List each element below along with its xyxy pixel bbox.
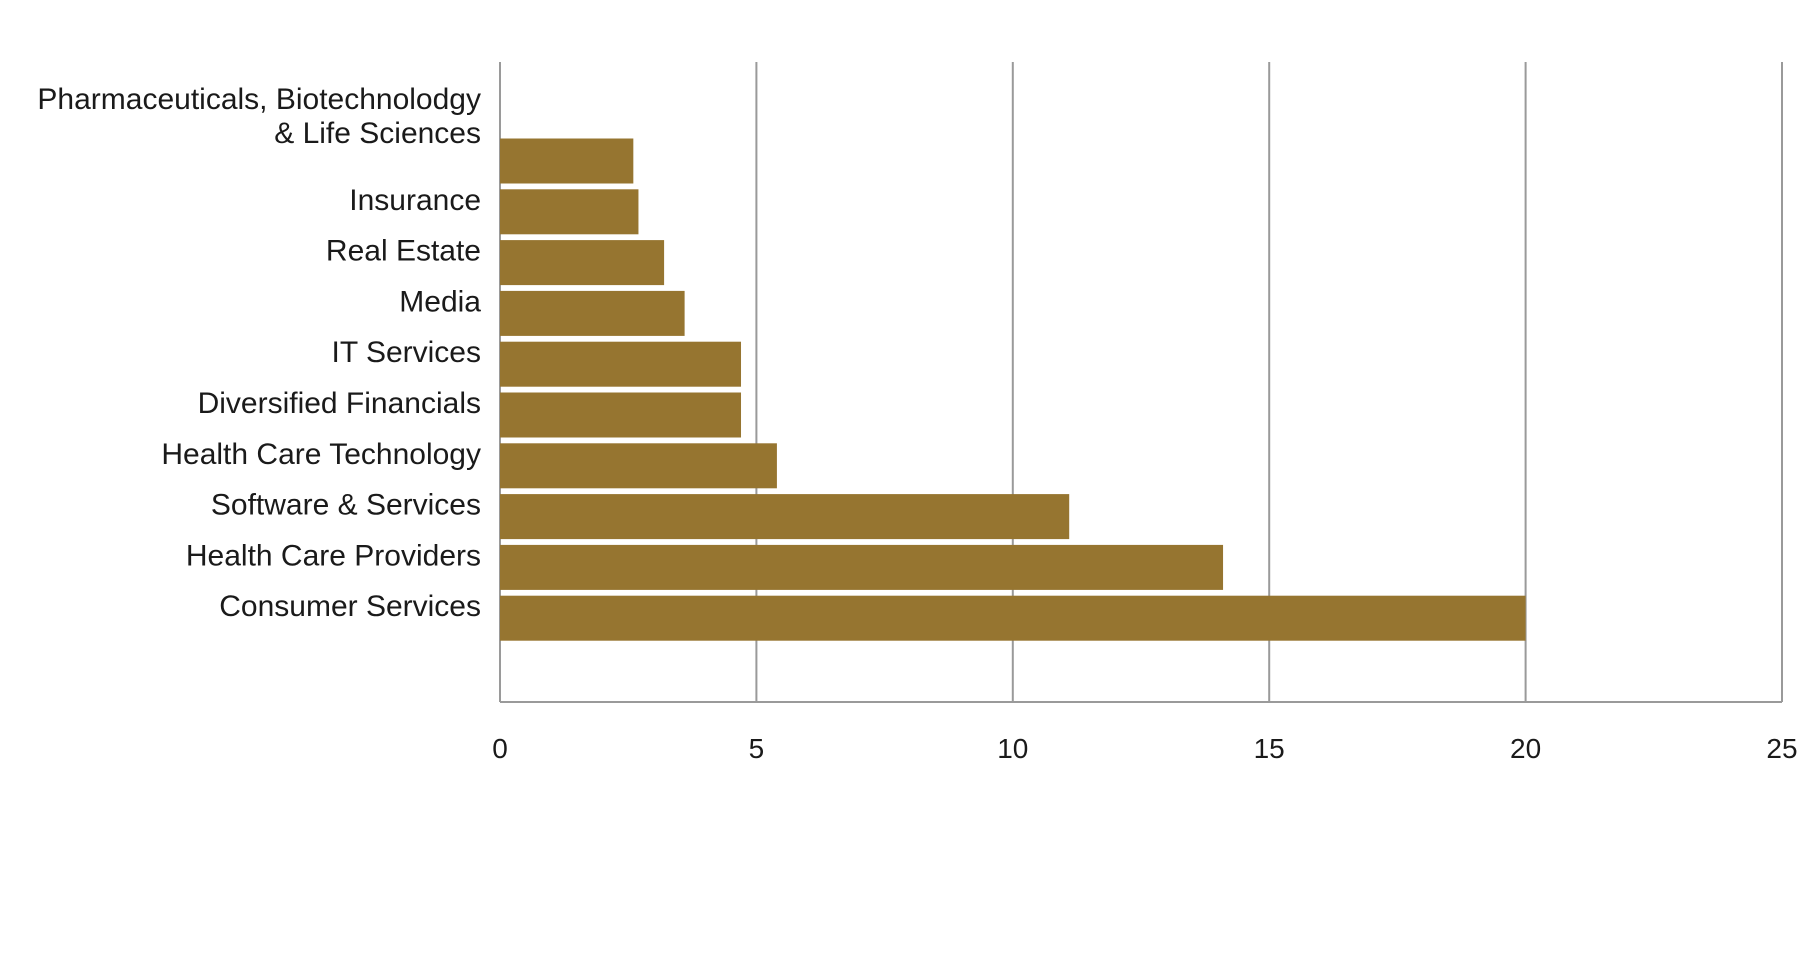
bar-0 bbox=[500, 138, 634, 184]
category-label-6: Health Care Technology bbox=[161, 438, 481, 471]
x-tick-label-0: 0 bbox=[492, 733, 508, 764]
category-label-5: Diversified Financials bbox=[198, 387, 481, 420]
category-label-3: Media bbox=[399, 285, 481, 318]
bar-8 bbox=[500, 544, 1224, 590]
category-label-8: Health Care Providers bbox=[186, 539, 481, 572]
category-label-1: Insurance bbox=[349, 184, 481, 217]
bar-1 bbox=[500, 189, 639, 235]
category-label-9: Consumer Services bbox=[219, 590, 481, 623]
x-tick-label-5: 5 bbox=[749, 733, 765, 764]
bar-5 bbox=[500, 392, 742, 438]
bar-9 bbox=[500, 595, 1526, 641]
bars bbox=[500, 138, 1526, 641]
category-label-7: Software & Services bbox=[211, 489, 481, 522]
category-label-2: Real Estate bbox=[326, 235, 481, 268]
category-label-4: IT Services bbox=[332, 336, 482, 369]
bar-7 bbox=[500, 494, 1070, 540]
x-tick-label-15: 15 bbox=[1254, 733, 1285, 764]
category-label-0: Pharmaceuticals, Biotechnolodgy & Life Sc… bbox=[37, 83, 481, 150]
x-tick-label-10: 10 bbox=[997, 733, 1028, 764]
x-tick-label-20: 20 bbox=[1510, 733, 1541, 764]
bar-3 bbox=[500, 290, 685, 336]
bar-2 bbox=[500, 240, 665, 286]
bar-4 bbox=[500, 341, 742, 387]
bar-6 bbox=[500, 443, 777, 489]
gridlines bbox=[499, 62, 1783, 702]
x-tick-label-25: 25 bbox=[1766, 733, 1797, 764]
x-tick-labels: 0 5 10 15 20 25 bbox=[492, 733, 1797, 764]
category-labels: Pharmaceuticals, Biotechnolodgy & Life Sc… bbox=[37, 83, 481, 623]
